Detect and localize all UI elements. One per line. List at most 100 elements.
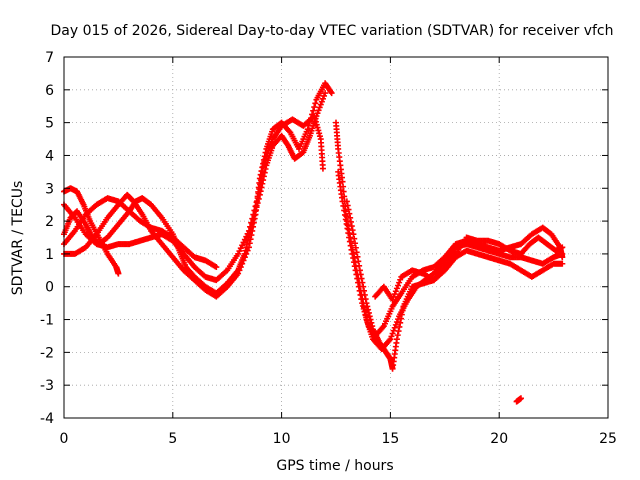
data-point-marker — [366, 313, 373, 320]
data-point-marker — [365, 306, 372, 313]
data-point-marker — [253, 199, 260, 206]
data-point-marker — [363, 300, 370, 307]
data-point-marker — [322, 90, 329, 97]
y-tick-label: 3 — [45, 181, 54, 197]
data-point-marker — [248, 232, 255, 239]
data-point-marker — [267, 141, 274, 148]
data-point-marker — [355, 258, 362, 265]
plot-frame — [63, 56, 609, 419]
data-point-marker — [352, 244, 359, 251]
y-tick-label: -2 — [40, 345, 54, 361]
data-point-marker — [350, 255, 357, 262]
data-point-marker — [350, 259, 357, 266]
data-point-marker — [348, 246, 355, 253]
data-point-marker — [312, 100, 319, 107]
y-tick-label: -4 — [40, 411, 54, 427]
data-point-marker — [395, 328, 402, 335]
data-point-marker — [343, 220, 350, 227]
data-point-marker — [356, 267, 363, 274]
y-tick-label: 0 — [45, 280, 54, 296]
data-point-marker — [369, 323, 376, 330]
data-point-marker — [257, 181, 264, 188]
data-point-marker — [360, 283, 367, 290]
data-point-marker — [257, 177, 264, 184]
y-tick-label: 7 — [45, 50, 54, 66]
data-point-marker — [262, 156, 269, 163]
data-point-marker — [312, 115, 319, 122]
data-point-marker — [264, 150, 271, 157]
data-point-marker — [362, 311, 369, 318]
data-point-marker — [268, 138, 275, 145]
data-point-marker — [317, 101, 324, 108]
data-point-marker — [213, 264, 220, 271]
data-point-marker — [344, 225, 351, 232]
x-tick-label: 5 — [168, 431, 177, 447]
data-point-marker — [365, 309, 372, 316]
data-series — [61, 80, 566, 405]
data-point-marker — [312, 118, 319, 125]
data-point-marker — [243, 250, 250, 257]
data-point-marker — [347, 242, 354, 249]
data-point-marker — [394, 332, 401, 339]
data-point-marker — [393, 336, 400, 343]
data-point-marker — [240, 257, 247, 264]
data-point-marker — [559, 254, 566, 261]
series-trace-7 — [335, 168, 566, 339]
data-point-marker — [313, 121, 320, 128]
data-point-marker — [353, 249, 360, 256]
data-point-marker — [341, 211, 348, 218]
x-tick-label: 15 — [381, 431, 399, 447]
data-point-marker — [389, 296, 396, 303]
data-point-marker — [252, 203, 259, 210]
data-point-marker — [342, 216, 349, 223]
y-axis-ticks: -4 -3 -2 -1 0 1 2 3 4 5 6 7 — [40, 50, 608, 427]
data-point-marker — [354, 253, 361, 260]
y-tick-label: 1 — [45, 247, 54, 263]
data-point-marker — [348, 223, 355, 230]
data-point-marker — [391, 291, 398, 298]
data-point-marker — [236, 267, 243, 274]
data-point-marker — [343, 198, 350, 205]
data-point-marker — [398, 315, 405, 322]
data-point-marker — [248, 219, 255, 226]
data-point-marker — [316, 130, 323, 137]
data-point-marker — [304, 126, 311, 133]
x-tick-label: 0 — [60, 431, 69, 447]
x-tick-label: 20 — [490, 431, 508, 447]
data-point-marker — [319, 165, 326, 172]
data-point-marker — [247, 236, 254, 243]
grid-lines — [64, 57, 608, 418]
data-point-marker — [364, 317, 371, 324]
y-tick-label: 2 — [45, 214, 54, 230]
data-point-marker — [263, 153, 270, 160]
data-point-marker — [347, 218, 354, 225]
series-trace-3 — [61, 90, 329, 297]
data-point-marker — [517, 395, 524, 402]
data-point-marker — [346, 234, 353, 241]
y-tick-label: 4 — [45, 148, 54, 164]
data-point-marker — [359, 279, 366, 286]
data-point-marker — [245, 244, 252, 251]
data-point-marker — [244, 247, 251, 254]
data-point-marker — [246, 240, 253, 247]
data-point-marker — [393, 285, 400, 292]
data-point-marker — [235, 270, 242, 277]
data-point-marker — [368, 319, 375, 326]
data-point-marker — [367, 316, 374, 323]
data-point-marker — [241, 254, 248, 261]
data-point-marker — [361, 308, 368, 315]
data-point-marker — [350, 231, 357, 238]
y-tick-label: -3 — [40, 378, 54, 394]
series-trace-10 — [513, 395, 524, 405]
data-point-marker — [388, 333, 395, 340]
y-tick-label: 5 — [45, 116, 54, 132]
data-point-marker — [251, 207, 258, 214]
data-point-marker — [360, 305, 367, 312]
data-point-marker — [319, 95, 326, 102]
data-point-marker — [393, 319, 400, 326]
data-point-marker — [352, 240, 359, 247]
data-point-marker — [316, 133, 323, 140]
data-point-marker — [346, 238, 353, 245]
data-point-marker — [358, 275, 365, 282]
x-axis-label: GPS time / hours — [276, 458, 393, 474]
